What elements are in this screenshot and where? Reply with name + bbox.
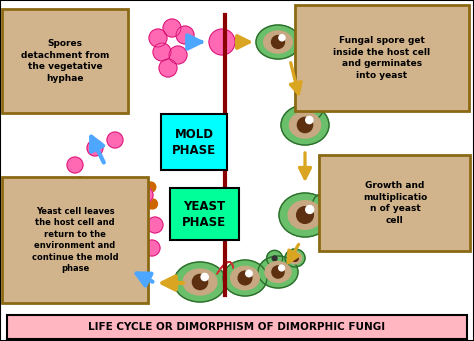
Ellipse shape bbox=[258, 256, 298, 288]
Circle shape bbox=[67, 157, 83, 173]
Circle shape bbox=[266, 250, 283, 266]
Text: LIFE CYCLE OR DIMORPHISM OF DIMORPHIC FUNGI: LIFE CYCLE OR DIMORPHISM OF DIMORPHIC FU… bbox=[89, 322, 385, 332]
Circle shape bbox=[272, 256, 277, 261]
Circle shape bbox=[306, 206, 314, 213]
Circle shape bbox=[297, 117, 312, 133]
Circle shape bbox=[209, 29, 235, 55]
Circle shape bbox=[238, 271, 252, 285]
Circle shape bbox=[100, 232, 110, 242]
Circle shape bbox=[299, 96, 323, 120]
Circle shape bbox=[72, 177, 88, 193]
Ellipse shape bbox=[290, 112, 320, 138]
Circle shape bbox=[144, 240, 160, 256]
Circle shape bbox=[64, 207, 80, 223]
Circle shape bbox=[319, 201, 326, 207]
Circle shape bbox=[87, 140, 103, 156]
Ellipse shape bbox=[231, 266, 259, 290]
Circle shape bbox=[126, 178, 136, 188]
Circle shape bbox=[159, 59, 177, 77]
FancyBboxPatch shape bbox=[170, 188, 239, 240]
Ellipse shape bbox=[289, 252, 301, 264]
Circle shape bbox=[292, 255, 299, 262]
Text: MOLD
PHASE: MOLD PHASE bbox=[172, 128, 216, 157]
Ellipse shape bbox=[174, 262, 226, 302]
Circle shape bbox=[246, 270, 252, 277]
Circle shape bbox=[192, 275, 208, 290]
Circle shape bbox=[147, 217, 163, 233]
Circle shape bbox=[77, 188, 87, 198]
Circle shape bbox=[279, 265, 284, 271]
FancyBboxPatch shape bbox=[2, 177, 148, 303]
Text: Yeast cell leaves
the host cell and
return to the
environment and
continue the m: Yeast cell leaves the host cell and retu… bbox=[32, 207, 118, 273]
FancyBboxPatch shape bbox=[319, 155, 470, 251]
Circle shape bbox=[279, 35, 285, 41]
Text: Growth and
multiplicatio
n of yeast
cell: Growth and multiplicatio n of yeast cell bbox=[363, 181, 427, 225]
Ellipse shape bbox=[279, 193, 331, 237]
Text: YEAST
PHASE: YEAST PHASE bbox=[182, 199, 226, 228]
Circle shape bbox=[92, 250, 108, 266]
Circle shape bbox=[149, 222, 159, 232]
Circle shape bbox=[146, 182, 156, 192]
Ellipse shape bbox=[281, 105, 329, 145]
Ellipse shape bbox=[288, 201, 322, 229]
Text: Spores
detachment from
the vegetative
hyphae: Spores detachment from the vegetative hy… bbox=[21, 39, 109, 83]
Text: Fungal spore get
inside the host cell
and germinates
into yeast: Fungal spore get inside the host cell an… bbox=[333, 36, 430, 80]
Circle shape bbox=[201, 273, 208, 281]
Ellipse shape bbox=[285, 249, 305, 267]
Ellipse shape bbox=[183, 269, 217, 295]
Ellipse shape bbox=[264, 31, 292, 53]
Circle shape bbox=[79, 211, 89, 221]
Ellipse shape bbox=[265, 262, 291, 282]
Circle shape bbox=[67, 237, 83, 253]
Circle shape bbox=[272, 266, 284, 278]
Circle shape bbox=[295, 254, 299, 257]
Ellipse shape bbox=[223, 260, 267, 296]
FancyBboxPatch shape bbox=[2, 9, 128, 113]
Circle shape bbox=[80, 228, 90, 238]
Circle shape bbox=[169, 46, 187, 64]
Circle shape bbox=[149, 29, 167, 47]
Circle shape bbox=[153, 43, 171, 61]
FancyBboxPatch shape bbox=[161, 114, 227, 170]
Circle shape bbox=[125, 230, 135, 240]
Circle shape bbox=[306, 116, 313, 123]
Circle shape bbox=[313, 194, 333, 214]
Circle shape bbox=[163, 19, 181, 37]
Circle shape bbox=[297, 207, 313, 223]
Circle shape bbox=[127, 254, 143, 270]
Circle shape bbox=[107, 132, 123, 148]
Circle shape bbox=[272, 35, 284, 48]
Circle shape bbox=[176, 26, 194, 44]
Circle shape bbox=[101, 180, 111, 190]
Circle shape bbox=[147, 199, 157, 209]
Circle shape bbox=[308, 104, 315, 112]
FancyBboxPatch shape bbox=[7, 315, 467, 339]
FancyBboxPatch shape bbox=[295, 5, 469, 111]
Circle shape bbox=[137, 187, 153, 203]
Ellipse shape bbox=[256, 25, 300, 59]
